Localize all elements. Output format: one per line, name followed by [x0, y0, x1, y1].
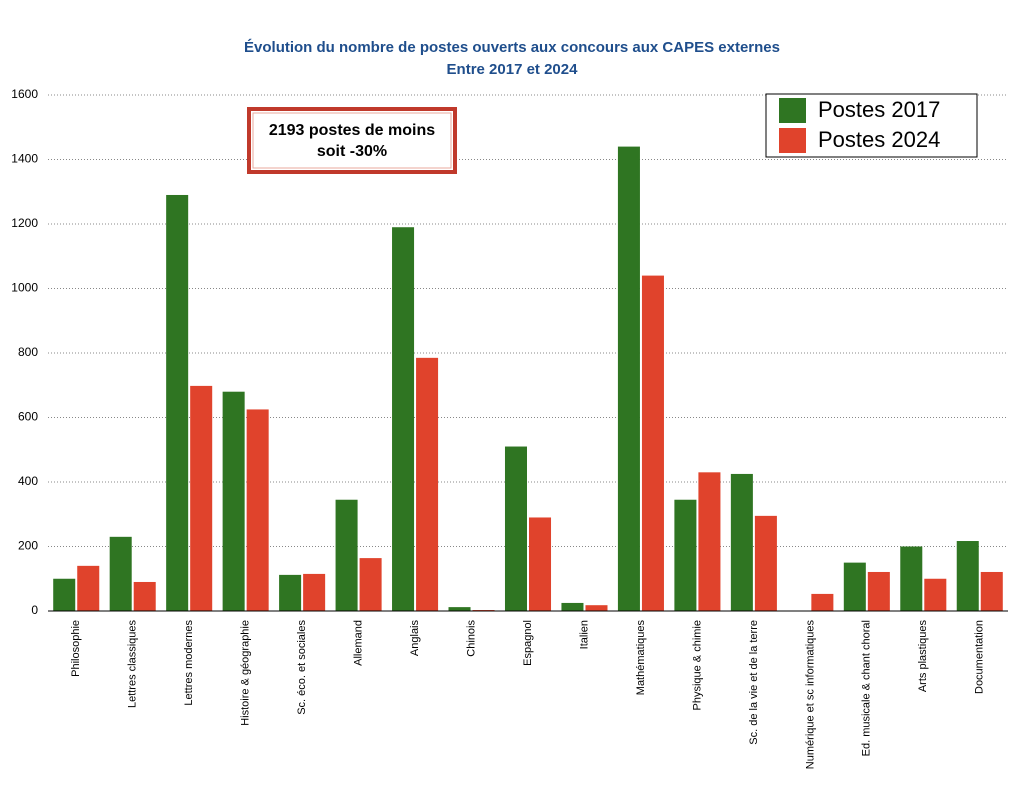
chart-subtitle: Entre 2017 et 2024 — [447, 61, 579, 78]
bar — [980, 571, 1003, 611]
y-tick-label: 400 — [18, 474, 38, 488]
bar — [133, 581, 156, 611]
y-tick-label: 1000 — [11, 281, 38, 295]
y-tick-label: 0 — [31, 603, 38, 617]
bar — [504, 446, 527, 611]
bar — [924, 578, 947, 611]
x-tick-label: Chinois — [465, 620, 477, 657]
x-tick-label: Allemand — [352, 620, 364, 666]
y-tick-label: 1200 — [11, 216, 38, 230]
annotation-text: 2193 postes de moins — [269, 122, 435, 139]
bar — [698, 472, 721, 611]
legend-label: Postes 2017 — [818, 97, 940, 122]
bar — [279, 574, 302, 611]
bar — [335, 499, 358, 611]
y-tick-label: 1600 — [11, 87, 38, 101]
x-tick-label: Anglais — [409, 620, 421, 657]
x-tick-label: Mathématiques — [635, 620, 647, 696]
bar — [359, 558, 382, 611]
x-tick-label: Arts plastiques — [917, 620, 929, 693]
bar — [190, 385, 213, 611]
bar — [754, 515, 777, 611]
x-tick-label: Philosophie — [70, 620, 82, 677]
x-tick-label: Lettres classiques — [127, 620, 139, 709]
bar — [166, 194, 189, 611]
bar — [900, 546, 923, 611]
legend-swatch — [779, 128, 806, 153]
x-tick-label: Physique & chimie — [691, 620, 703, 711]
chart-title: Évolution du nombre de postes ouverts au… — [244, 39, 780, 56]
y-tick-label: 1400 — [11, 152, 38, 166]
bar — [222, 391, 245, 611]
annotation-text: soit -30% — [317, 143, 387, 160]
bar — [416, 357, 439, 611]
bar — [617, 146, 640, 611]
bar — [448, 607, 471, 611]
bar — [956, 541, 979, 611]
bar — [561, 602, 584, 611]
bar — [843, 562, 866, 611]
bar — [303, 573, 326, 611]
x-tick-label: Italien — [578, 620, 590, 649]
y-tick-label: 800 — [18, 345, 38, 359]
x-tick-label: Espagnol — [522, 620, 534, 666]
x-tick-label: Lettres modernes — [183, 620, 195, 706]
y-tick-label: 200 — [18, 539, 38, 553]
bar — [730, 473, 753, 611]
bar — [77, 565, 100, 611]
x-tick-label: Histoire & géographie — [240, 620, 252, 726]
legend-label: Postes 2024 — [818, 127, 940, 152]
bar — [585, 605, 608, 611]
legend-swatch — [779, 98, 806, 123]
bar — [811, 593, 834, 611]
bar — [641, 275, 664, 611]
bar — [529, 517, 552, 611]
bar — [246, 409, 269, 611]
x-tick-label: Documentation — [974, 620, 986, 694]
bar — [109, 536, 132, 611]
x-tick-label: Numérique et sc informatiques — [804, 620, 816, 770]
x-tick-label: Sc. de la vie et de la terre — [748, 620, 760, 745]
bar — [674, 499, 697, 611]
annotation-box-inner — [252, 112, 452, 169]
y-tick-label: 600 — [18, 410, 38, 424]
annotation-box — [247, 107, 457, 174]
bar — [392, 227, 415, 611]
x-tick-label: Sc. éco. et sociales — [296, 620, 308, 715]
x-tick-label: Ed. musicale & chant choral — [861, 620, 873, 756]
bar — [53, 578, 76, 611]
bar — [867, 571, 890, 611]
